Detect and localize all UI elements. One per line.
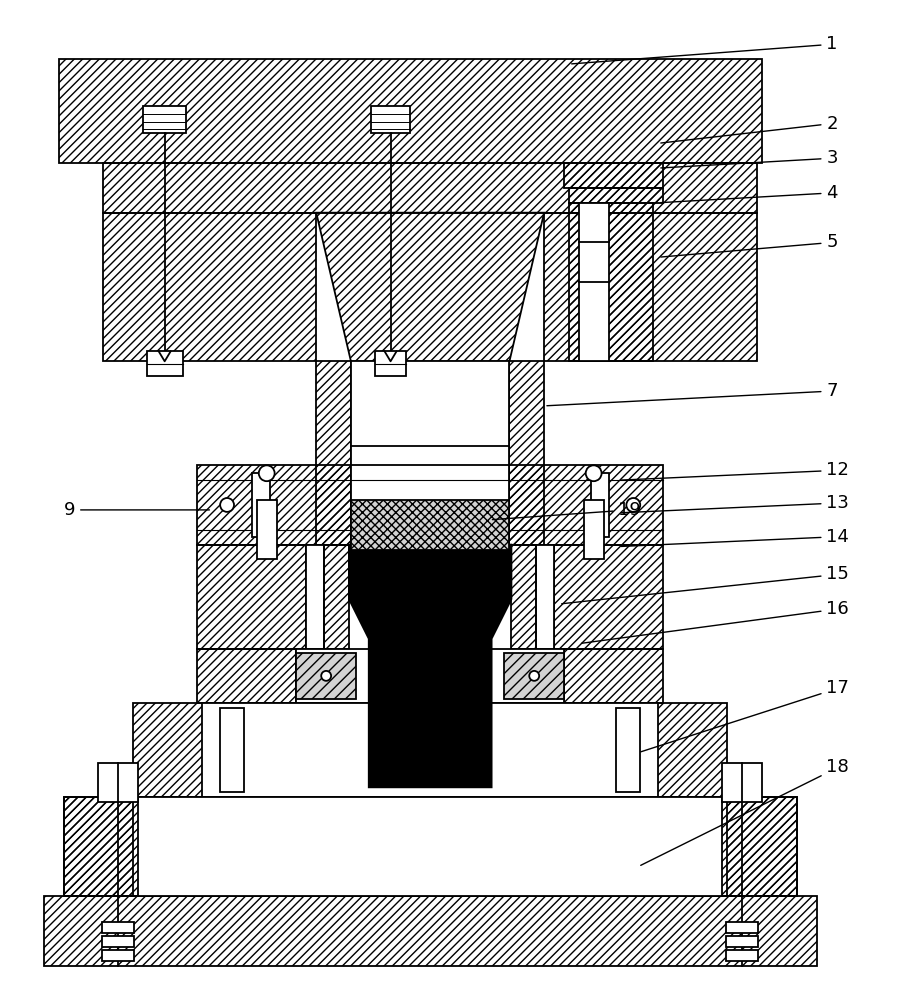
Text: 5: 5 (661, 233, 838, 257)
Bar (351, 465, 509, 545)
Bar (147, 351, 183, 376)
Bar (726, 922, 758, 933)
Bar (511, 545, 536, 649)
Bar (727, 797, 796, 896)
Bar (64, 797, 796, 896)
Text: 3: 3 (661, 149, 838, 168)
Bar (569, 188, 663, 203)
Bar (98, 763, 138, 802)
Bar (505, 653, 564, 699)
Text: 19: 19 (492, 501, 642, 520)
Bar (726, 950, 758, 961)
Bar (536, 545, 554, 649)
Text: 14: 14 (621, 528, 850, 546)
Bar (103, 950, 134, 961)
Bar (616, 708, 640, 792)
Bar (371, 106, 410, 133)
Bar (58, 59, 762, 163)
Bar (579, 203, 608, 361)
Bar (104, 213, 316, 361)
Bar (104, 163, 757, 213)
Bar (103, 936, 134, 947)
Bar (316, 361, 351, 545)
Bar (138, 797, 723, 896)
Text: 18: 18 (641, 758, 850, 865)
Bar (296, 649, 564, 703)
Bar (564, 649, 663, 703)
Circle shape (321, 671, 331, 681)
Polygon shape (349, 545, 511, 787)
Bar (220, 708, 244, 792)
Circle shape (220, 498, 234, 512)
Bar (103, 922, 134, 933)
Circle shape (529, 671, 539, 681)
Text: 7: 7 (547, 382, 838, 406)
Text: 12: 12 (621, 461, 850, 480)
Text: 1: 1 (572, 35, 838, 64)
Circle shape (626, 498, 640, 512)
Bar (726, 936, 758, 947)
Bar (569, 203, 653, 361)
Bar (202, 703, 658, 797)
Text: 17: 17 (641, 679, 850, 752)
Bar (252, 473, 270, 537)
Circle shape (259, 465, 274, 481)
Bar (133, 703, 727, 797)
Text: 4: 4 (661, 184, 838, 203)
Bar (64, 797, 133, 896)
Bar (44, 896, 816, 966)
Bar (324, 545, 349, 649)
Bar (723, 763, 762, 802)
Bar (564, 163, 663, 188)
Text: 13: 13 (621, 494, 850, 513)
Bar (143, 106, 186, 133)
Bar (509, 361, 544, 545)
Bar (197, 465, 663, 545)
Bar (296, 653, 356, 699)
Text: 9: 9 (64, 501, 210, 519)
Bar (306, 545, 324, 649)
Bar (351, 500, 509, 550)
Bar (554, 545, 663, 649)
Bar (590, 473, 608, 537)
Bar (197, 649, 296, 703)
Text: 16: 16 (581, 600, 850, 643)
Text: 15: 15 (562, 565, 850, 604)
Bar (256, 500, 276, 559)
Bar (351, 361, 509, 545)
Text: 2: 2 (661, 115, 838, 143)
Bar (584, 500, 604, 559)
Bar (197, 545, 306, 649)
Bar (544, 213, 757, 361)
Bar (374, 351, 407, 376)
Circle shape (586, 465, 601, 481)
